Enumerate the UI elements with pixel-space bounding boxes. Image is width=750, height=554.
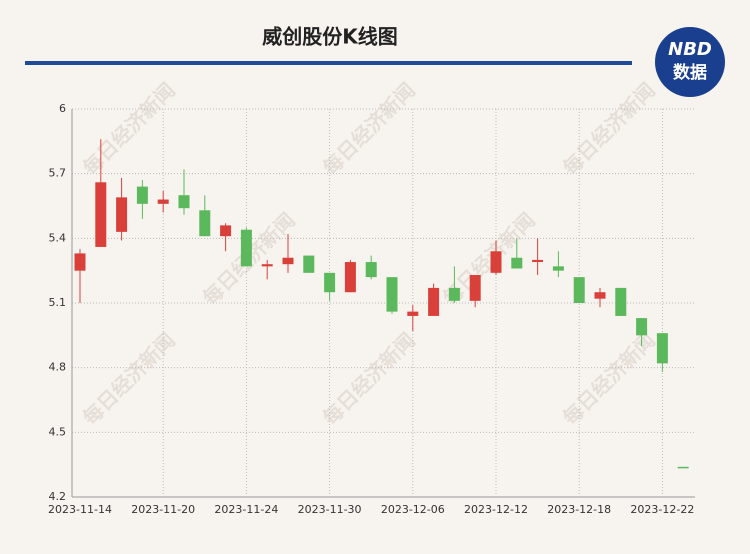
x-tick-label: 2023-12-18 bbox=[547, 503, 611, 516]
candle-body bbox=[552, 266, 564, 271]
candle-body bbox=[157, 199, 169, 204]
candle-body bbox=[282, 257, 294, 265]
logo-bottom: 数据 bbox=[673, 62, 707, 83]
candle-body bbox=[178, 195, 190, 209]
candle-body bbox=[656, 333, 668, 364]
candle-body bbox=[511, 257, 523, 269]
x-tick-label: 2023-11-14 bbox=[48, 503, 112, 516]
y-tick-label: 5.7 bbox=[49, 167, 67, 180]
y-tick-label: 4.8 bbox=[49, 361, 67, 374]
candle-body bbox=[136, 186, 148, 204]
candle-body bbox=[490, 251, 502, 273]
candle-body bbox=[428, 287, 440, 316]
logo-top: NBD bbox=[668, 39, 712, 60]
y-tick-label: 4.2 bbox=[49, 490, 67, 503]
candle-body bbox=[116, 197, 128, 232]
candle-body bbox=[344, 262, 356, 293]
candle-body bbox=[386, 277, 398, 312]
x-tick-label: 2023-11-24 bbox=[214, 503, 278, 516]
y-tick-label: 5.4 bbox=[49, 231, 67, 244]
y-tick-label: 4.5 bbox=[49, 425, 67, 438]
x-tick-label: 2023-11-20 bbox=[131, 503, 195, 516]
title-rule bbox=[25, 61, 632, 65]
y-tick-label: 6 bbox=[59, 102, 66, 115]
y-tick-label: 5.1 bbox=[49, 296, 67, 309]
x-tick-label: 2023-11-30 bbox=[298, 503, 362, 516]
candle-body bbox=[677, 466, 689, 469]
candle-body bbox=[573, 277, 585, 303]
chart-title: 威创股份K线图 bbox=[262, 25, 398, 49]
candle-body bbox=[615, 287, 627, 316]
candle-body bbox=[532, 259, 544, 263]
x-tick-label: 2023-12-06 bbox=[381, 503, 445, 516]
logo bbox=[655, 27, 725, 97]
candle-body bbox=[448, 287, 460, 301]
candle-body bbox=[220, 225, 232, 237]
candle-body bbox=[365, 262, 377, 278]
candle-body bbox=[240, 229, 252, 267]
candle-body bbox=[407, 311, 419, 316]
candle-body bbox=[261, 264, 273, 267]
candle-body bbox=[199, 210, 211, 237]
candle-body bbox=[95, 182, 107, 247]
x-tick-label: 2023-12-12 bbox=[464, 503, 528, 516]
x-tick-label: 2023-12-22 bbox=[630, 503, 694, 516]
candle-body bbox=[324, 272, 336, 293]
candle-body bbox=[636, 318, 648, 336]
candle-body bbox=[469, 274, 481, 301]
candle-body bbox=[303, 255, 315, 273]
candle-body bbox=[594, 292, 606, 299]
candle-body bbox=[74, 253, 86, 271]
